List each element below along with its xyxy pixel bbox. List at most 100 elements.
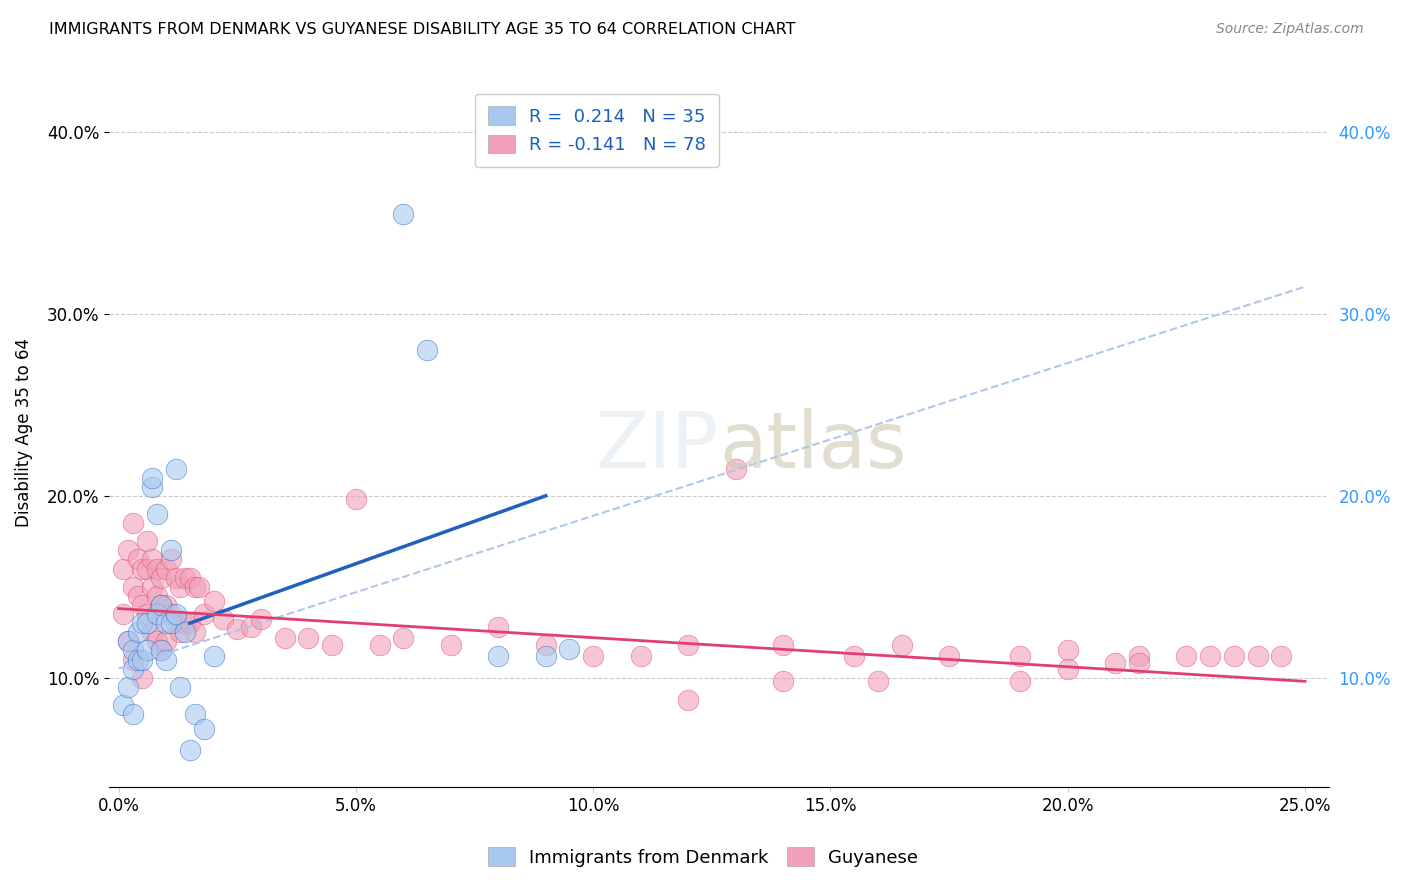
Legend: Immigrants from Denmark, Guyanese: Immigrants from Denmark, Guyanese xyxy=(481,840,925,874)
Point xyxy=(136,616,159,631)
Point xyxy=(127,652,149,666)
Point xyxy=(136,643,159,657)
Point xyxy=(1128,656,1150,670)
Point xyxy=(183,707,205,722)
Text: IMMIGRANTS FROM DENMARK VS GUYANESE DISABILITY AGE 35 TO 64 CORRELATION CHART: IMMIGRANTS FROM DENMARK VS GUYANESE DISA… xyxy=(49,22,796,37)
Text: ZIP: ZIP xyxy=(596,409,718,484)
Point xyxy=(202,648,225,663)
Point xyxy=(136,607,159,621)
Point xyxy=(321,638,343,652)
Point xyxy=(179,743,201,757)
Point xyxy=(121,643,143,657)
Point xyxy=(131,671,153,685)
Point xyxy=(534,638,557,652)
Point xyxy=(145,589,167,603)
Point xyxy=(127,589,149,603)
Point xyxy=(117,634,139,648)
Point xyxy=(155,652,177,666)
Text: Source: ZipAtlas.com: Source: ZipAtlas.com xyxy=(1216,22,1364,37)
Point xyxy=(127,625,149,640)
Point xyxy=(1270,648,1292,663)
Point xyxy=(212,612,235,626)
Point xyxy=(1056,662,1078,676)
Point xyxy=(145,561,167,575)
Point xyxy=(155,616,177,631)
Point xyxy=(145,507,167,521)
Point xyxy=(676,692,699,706)
Point xyxy=(240,620,263,634)
Point xyxy=(159,607,181,621)
Point xyxy=(582,648,605,663)
Point xyxy=(344,492,367,507)
Point xyxy=(150,571,173,585)
Point xyxy=(193,607,215,621)
Point xyxy=(1128,648,1150,663)
Point xyxy=(844,648,866,663)
Point xyxy=(174,616,197,631)
Point xyxy=(150,598,173,612)
Point xyxy=(183,625,205,640)
Point xyxy=(169,625,191,640)
Y-axis label: Disability Age 35 to 64: Disability Age 35 to 64 xyxy=(15,338,32,526)
Point xyxy=(121,580,143,594)
Point xyxy=(1199,648,1222,663)
Point xyxy=(1246,648,1268,663)
Point xyxy=(141,552,163,566)
Point xyxy=(188,580,211,594)
Point xyxy=(297,631,319,645)
Point xyxy=(150,598,173,612)
Point xyxy=(368,638,391,652)
Point xyxy=(155,561,177,575)
Point xyxy=(159,616,181,631)
Point xyxy=(1175,648,1198,663)
Point xyxy=(155,634,177,648)
Legend: R =  0.214   N = 35, R = -0.141   N = 78: R = 0.214 N = 35, R = -0.141 N = 78 xyxy=(475,94,718,167)
Point xyxy=(630,648,652,663)
Point xyxy=(169,580,191,594)
Point xyxy=(165,571,187,585)
Point xyxy=(150,643,173,657)
Point xyxy=(131,561,153,575)
Point xyxy=(150,643,173,657)
Text: atlas: atlas xyxy=(718,409,907,484)
Point xyxy=(890,638,912,652)
Point xyxy=(1223,648,1246,663)
Point xyxy=(155,598,177,612)
Point xyxy=(117,680,139,694)
Point xyxy=(392,631,415,645)
Point xyxy=(174,571,197,585)
Point xyxy=(676,638,699,652)
Point xyxy=(534,648,557,663)
Point xyxy=(416,343,439,358)
Point xyxy=(486,620,509,634)
Point xyxy=(141,480,163,494)
Point xyxy=(136,534,159,549)
Point xyxy=(141,580,163,594)
Point xyxy=(121,652,143,666)
Point xyxy=(202,594,225,608)
Point xyxy=(724,461,747,475)
Point xyxy=(392,207,415,221)
Point xyxy=(179,616,201,631)
Point xyxy=(1010,648,1032,663)
Point xyxy=(117,543,139,558)
Point xyxy=(112,561,135,575)
Point xyxy=(121,516,143,530)
Point xyxy=(226,622,249,636)
Point xyxy=(772,638,794,652)
Point xyxy=(131,616,153,631)
Point xyxy=(193,722,215,736)
Point xyxy=(136,561,159,575)
Point xyxy=(159,543,181,558)
Point xyxy=(866,674,889,689)
Point xyxy=(558,641,581,656)
Point xyxy=(179,571,201,585)
Point xyxy=(250,612,273,626)
Point xyxy=(165,616,187,631)
Point xyxy=(1056,643,1078,657)
Point xyxy=(440,638,463,652)
Point xyxy=(165,607,187,621)
Point xyxy=(145,634,167,648)
Point xyxy=(131,652,153,666)
Point xyxy=(121,662,143,676)
